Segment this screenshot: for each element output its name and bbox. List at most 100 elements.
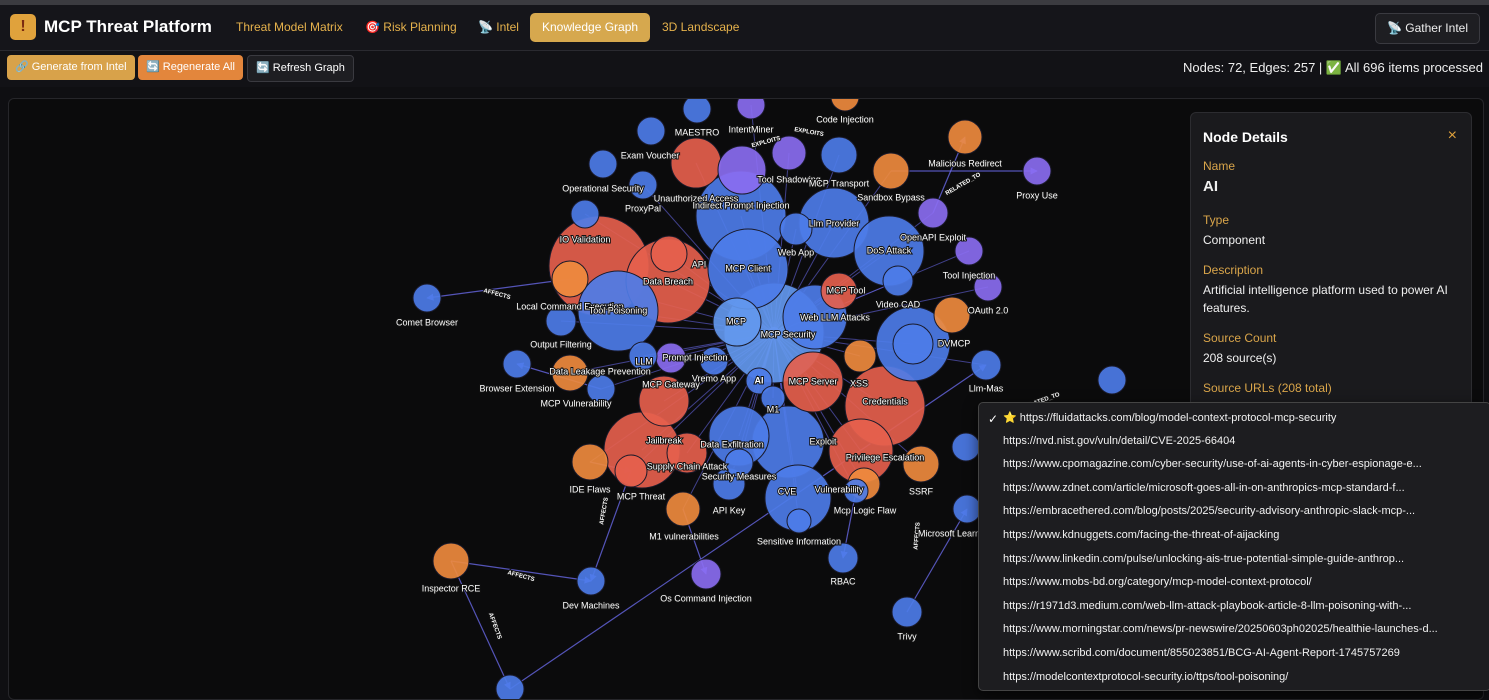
gather-button[interactable]: 📡 Gather Intel	[1375, 13, 1480, 44]
field-label: Type	[1203, 213, 1230, 227]
graph-node[interactable]	[970, 349, 1002, 381]
refresh-button[interactable]: 🔄 Refresh Graph	[247, 55, 354, 82]
graph-node[interactable]	[432, 542, 470, 580]
graph-node[interactable]	[843, 339, 877, 373]
graph-node[interactable]	[892, 323, 934, 365]
edge	[589, 470, 632, 582]
graph-node[interactable]	[902, 445, 940, 483]
graph-node[interactable]	[820, 272, 858, 310]
graph-node[interactable]	[614, 454, 648, 488]
graph-node[interactable]	[650, 235, 688, 273]
close-button[interactable]: ×	[1447, 127, 1457, 144]
node-label: Data Breach	[643, 276, 693, 286]
graph-node[interactable]	[636, 116, 666, 146]
graph-node[interactable]	[771, 135, 807, 171]
graph-node[interactable]	[954, 236, 984, 266]
graph-node[interactable]	[586, 374, 616, 404]
graph-node[interactable]	[882, 265, 914, 297]
edge	[450, 560, 592, 584]
graph-node[interactable]	[551, 354, 589, 392]
graph-node[interactable]	[545, 305, 577, 337]
graph-node[interactable]	[712, 297, 762, 347]
graph-node[interactable]	[682, 99, 712, 124]
menu-item[interactable]: https://www.morningstar.com/news/pr-news…	[1003, 623, 1438, 636]
graph-node[interactable]	[736, 99, 766, 120]
graph-node[interactable]	[782, 351, 844, 413]
graph-node[interactable]	[502, 349, 532, 379]
menu-item[interactable]: https://www.kdnuggets.com/facing-the-thr…	[1003, 529, 1280, 541]
graph-node[interactable]	[745, 367, 773, 395]
menu-item[interactable]: https://r1971d3.medium.com/web-llm-attac…	[1003, 599, 1412, 612]
menu-item[interactable]: https://www.linkedin.com/pulse/unlocking…	[1003, 552, 1405, 565]
app-title: MCP Threat Platform	[44, 17, 212, 36]
graph-node[interactable]	[947, 119, 983, 155]
graph-node[interactable]	[843, 478, 869, 504]
graph-node[interactable]	[495, 674, 525, 699]
graph-node[interactable]	[820, 136, 858, 174]
graph-node[interactable]	[665, 491, 701, 527]
node-label: OpenAPI Exploit	[900, 232, 967, 242]
menu-item[interactable]: https://www.mobs-bd.org/category/mcp-mod…	[1003, 576, 1312, 589]
graph-node[interactable]	[952, 494, 982, 524]
graph-node[interactable]	[917, 197, 949, 229]
graph-node[interactable]	[690, 558, 722, 590]
menu-item[interactable]: https://www.cpomagazine.com/cyber-securi…	[1003, 458, 1422, 471]
graph-node[interactable]	[1022, 156, 1052, 186]
node-label: Sensitive Information	[757, 536, 841, 546]
source-url-menu: ✓ ⭐ https://fluidattacks.com/blog/model-…	[978, 402, 1489, 691]
graph-node[interactable]	[951, 432, 981, 462]
graph-node[interactable]	[786, 508, 812, 534]
edge	[426, 278, 571, 301]
graph-node[interactable]	[570, 199, 600, 229]
menu-item[interactable]: https://modelcontextprotocol-security.io…	[1003, 670, 1289, 683]
graph-node[interactable]	[588, 149, 618, 179]
graph-node[interactable]	[638, 375, 690, 427]
graph-node[interactable]	[724, 448, 754, 478]
tab[interactable]: 3D Landscape	[662, 20, 740, 34]
node-label: XSS	[850, 378, 868, 388]
menu-item[interactable]: https://nvd.nist.gov/vuln/detail/CVE-202…	[1003, 434, 1236, 447]
menu-item[interactable]: https://embracethered.com/blog/posts/202…	[1003, 505, 1416, 518]
graph-node[interactable]	[628, 170, 658, 200]
node-label: MCP Server	[789, 376, 838, 386]
node-label: M1 vulnerabilities	[649, 531, 719, 541]
edge-label: AFFECTS	[599, 497, 610, 525]
tab[interactable]: 🎯 Risk Planning	[365, 20, 457, 34]
graph-node[interactable]	[717, 145, 767, 195]
generate-button[interactable]: 🔗 Generate from Intel	[7, 55, 135, 80]
node-label: Data Leakage Prevention	[549, 366, 651, 376]
graph-node[interactable]	[830, 99, 860, 112]
graph-node[interactable]	[1097, 365, 1127, 395]
node-label: MCP Tool	[827, 285, 866, 295]
graph-node[interactable]	[872, 152, 910, 190]
node-label: Prompt Injection	[662, 352, 727, 362]
graph-node[interactable]	[670, 137, 722, 189]
graph-node[interactable]	[571, 443, 609, 481]
graph-node[interactable]	[628, 341, 658, 371]
tab[interactable]: Threat Model Matrix	[236, 20, 343, 34]
urls-label: Source URLs (208 total)	[1203, 381, 1332, 395]
graph-node[interactable]	[933, 296, 971, 334]
graph-node[interactable]	[973, 272, 1003, 302]
graph-node[interactable]	[779, 212, 813, 246]
logo: !	[10, 14, 36, 40]
graph-node[interactable]	[666, 432, 708, 474]
node-label: Exploit	[809, 436, 837, 446]
graph-node[interactable]	[551, 260, 589, 298]
menu-item[interactable]: https://www.scribd.com/document/85502385…	[1003, 647, 1400, 659]
graph-node[interactable]	[412, 283, 442, 313]
node-label: Indirect Prompt Injection	[692, 200, 789, 210]
menu-item[interactable]: https://www.zdnet.com/article/microsoft-…	[1003, 481, 1405, 494]
graph-node[interactable]	[891, 596, 923, 628]
graph-node[interactable]	[576, 566, 606, 596]
node-label: IDE Flaws	[569, 484, 611, 494]
node-label: API Key	[713, 505, 746, 515]
graph-node[interactable]	[699, 346, 729, 376]
graph-node[interactable]	[827, 542, 859, 574]
menu-item[interactable]: ⭐ https://fluidattacks.com/blog/model-co…	[1003, 412, 1337, 424]
tab-active[interactable]: Knowledge Graph	[530, 13, 651, 42]
graph-node[interactable]	[577, 270, 659, 352]
regenerate-button[interactable]: 🔄 Regenerate All	[138, 55, 243, 80]
graph-node[interactable]	[760, 385, 786, 411]
tab[interactable]: 📡 Intel	[478, 20, 519, 34]
